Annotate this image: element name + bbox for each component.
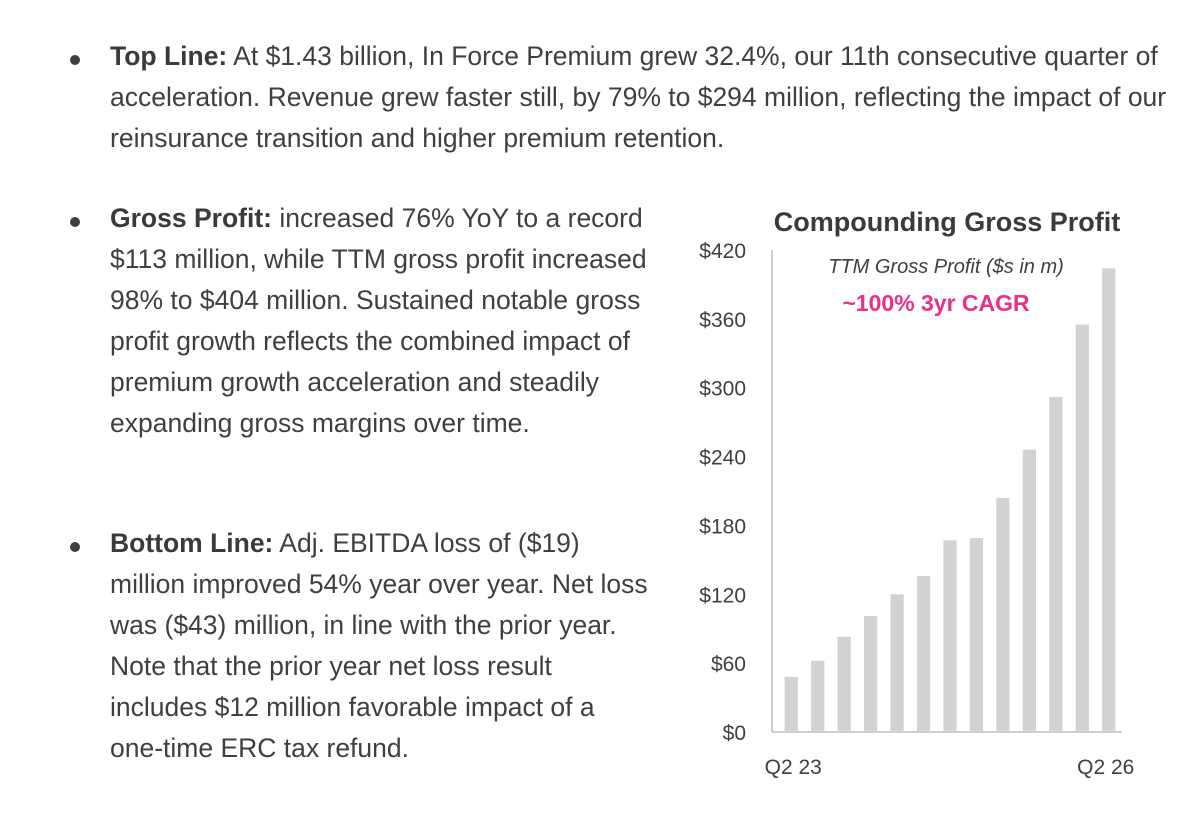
y-tick-label: $360: [699, 309, 746, 332]
gross-profit-chart: Compounding Gross Profit TTM Gross Profi…: [680, 190, 1180, 800]
bar-1: [784, 676, 798, 732]
bullet-bottom-line: Bottom Line: Adj. EBITDA loss of ($19) m…: [110, 523, 655, 769]
bar-6: [916, 575, 931, 732]
bar-10: [1022, 449, 1036, 732]
bar-13: [1102, 268, 1116, 732]
bar-3: [837, 636, 851, 732]
chart-annotation: ~100% 3yr CAGR: [842, 290, 1030, 316]
bars-group: [784, 268, 1116, 732]
y-tick-label: $120: [699, 584, 746, 607]
bar-7: [943, 540, 957, 732]
bar-9: [996, 497, 1010, 732]
bar-5: [890, 594, 904, 732]
bullet-top-line: Top Line: At $1.43 billion, In Force Pre…: [110, 36, 1170, 159]
bullet-top-line-lead: Top Line:: [110, 41, 228, 71]
bullet-top-line-text: At $1.43 billion, In Force Premium grew …: [110, 41, 1167, 153]
bullet-gross-profit-text: increased 76% YoY to a record $113 milli…: [110, 203, 647, 438]
chart-subtitle: TTM Gross Profit ($s in m): [828, 256, 1064, 278]
y-tick-label: $420: [699, 240, 746, 263]
bullet-bottom-line-text: Adj. EBITDA loss of ($19) million improv…: [110, 528, 648, 763]
bullet-bottom-line-lead: Bottom Line:: [110, 528, 274, 558]
x-tick-label: Q2 23: [765, 756, 822, 779]
bullet-gross-profit: Gross Profit: increased 76% YoY to a rec…: [110, 198, 655, 444]
bar-2: [811, 660, 825, 732]
bar-8: [969, 538, 984, 732]
x-axis-ticks: Q2 23 Q2 26: [765, 756, 1135, 779]
bullet-dot-gross-profit: [70, 217, 80, 227]
x-tick-label: Q2 26: [1077, 756, 1134, 779]
bullet-dot-bottom-line: [70, 542, 80, 552]
y-axis-ticks: $0 $60 $120 $180 $240 $300 $360 $420: [699, 240, 746, 745]
bullet-gross-profit-lead: Gross Profit:: [110, 203, 272, 233]
bar-12: [1075, 324, 1089, 732]
y-tick-label: $60: [711, 653, 746, 676]
bar-4: [864, 616, 878, 732]
y-tick-label: $300: [699, 378, 746, 401]
y-tick-label: $180: [699, 515, 746, 538]
bullet-dot-top-line: [70, 55, 80, 65]
y-tick-label: $240: [699, 447, 746, 470]
gross-profit-chart-svg: Compounding Gross Profit TTM Gross Profi…: [699, 207, 1135, 779]
bar-11: [1049, 396, 1063, 732]
chart-title: Compounding Gross Profit: [774, 207, 1120, 237]
y-tick-label: $0: [723, 722, 746, 745]
